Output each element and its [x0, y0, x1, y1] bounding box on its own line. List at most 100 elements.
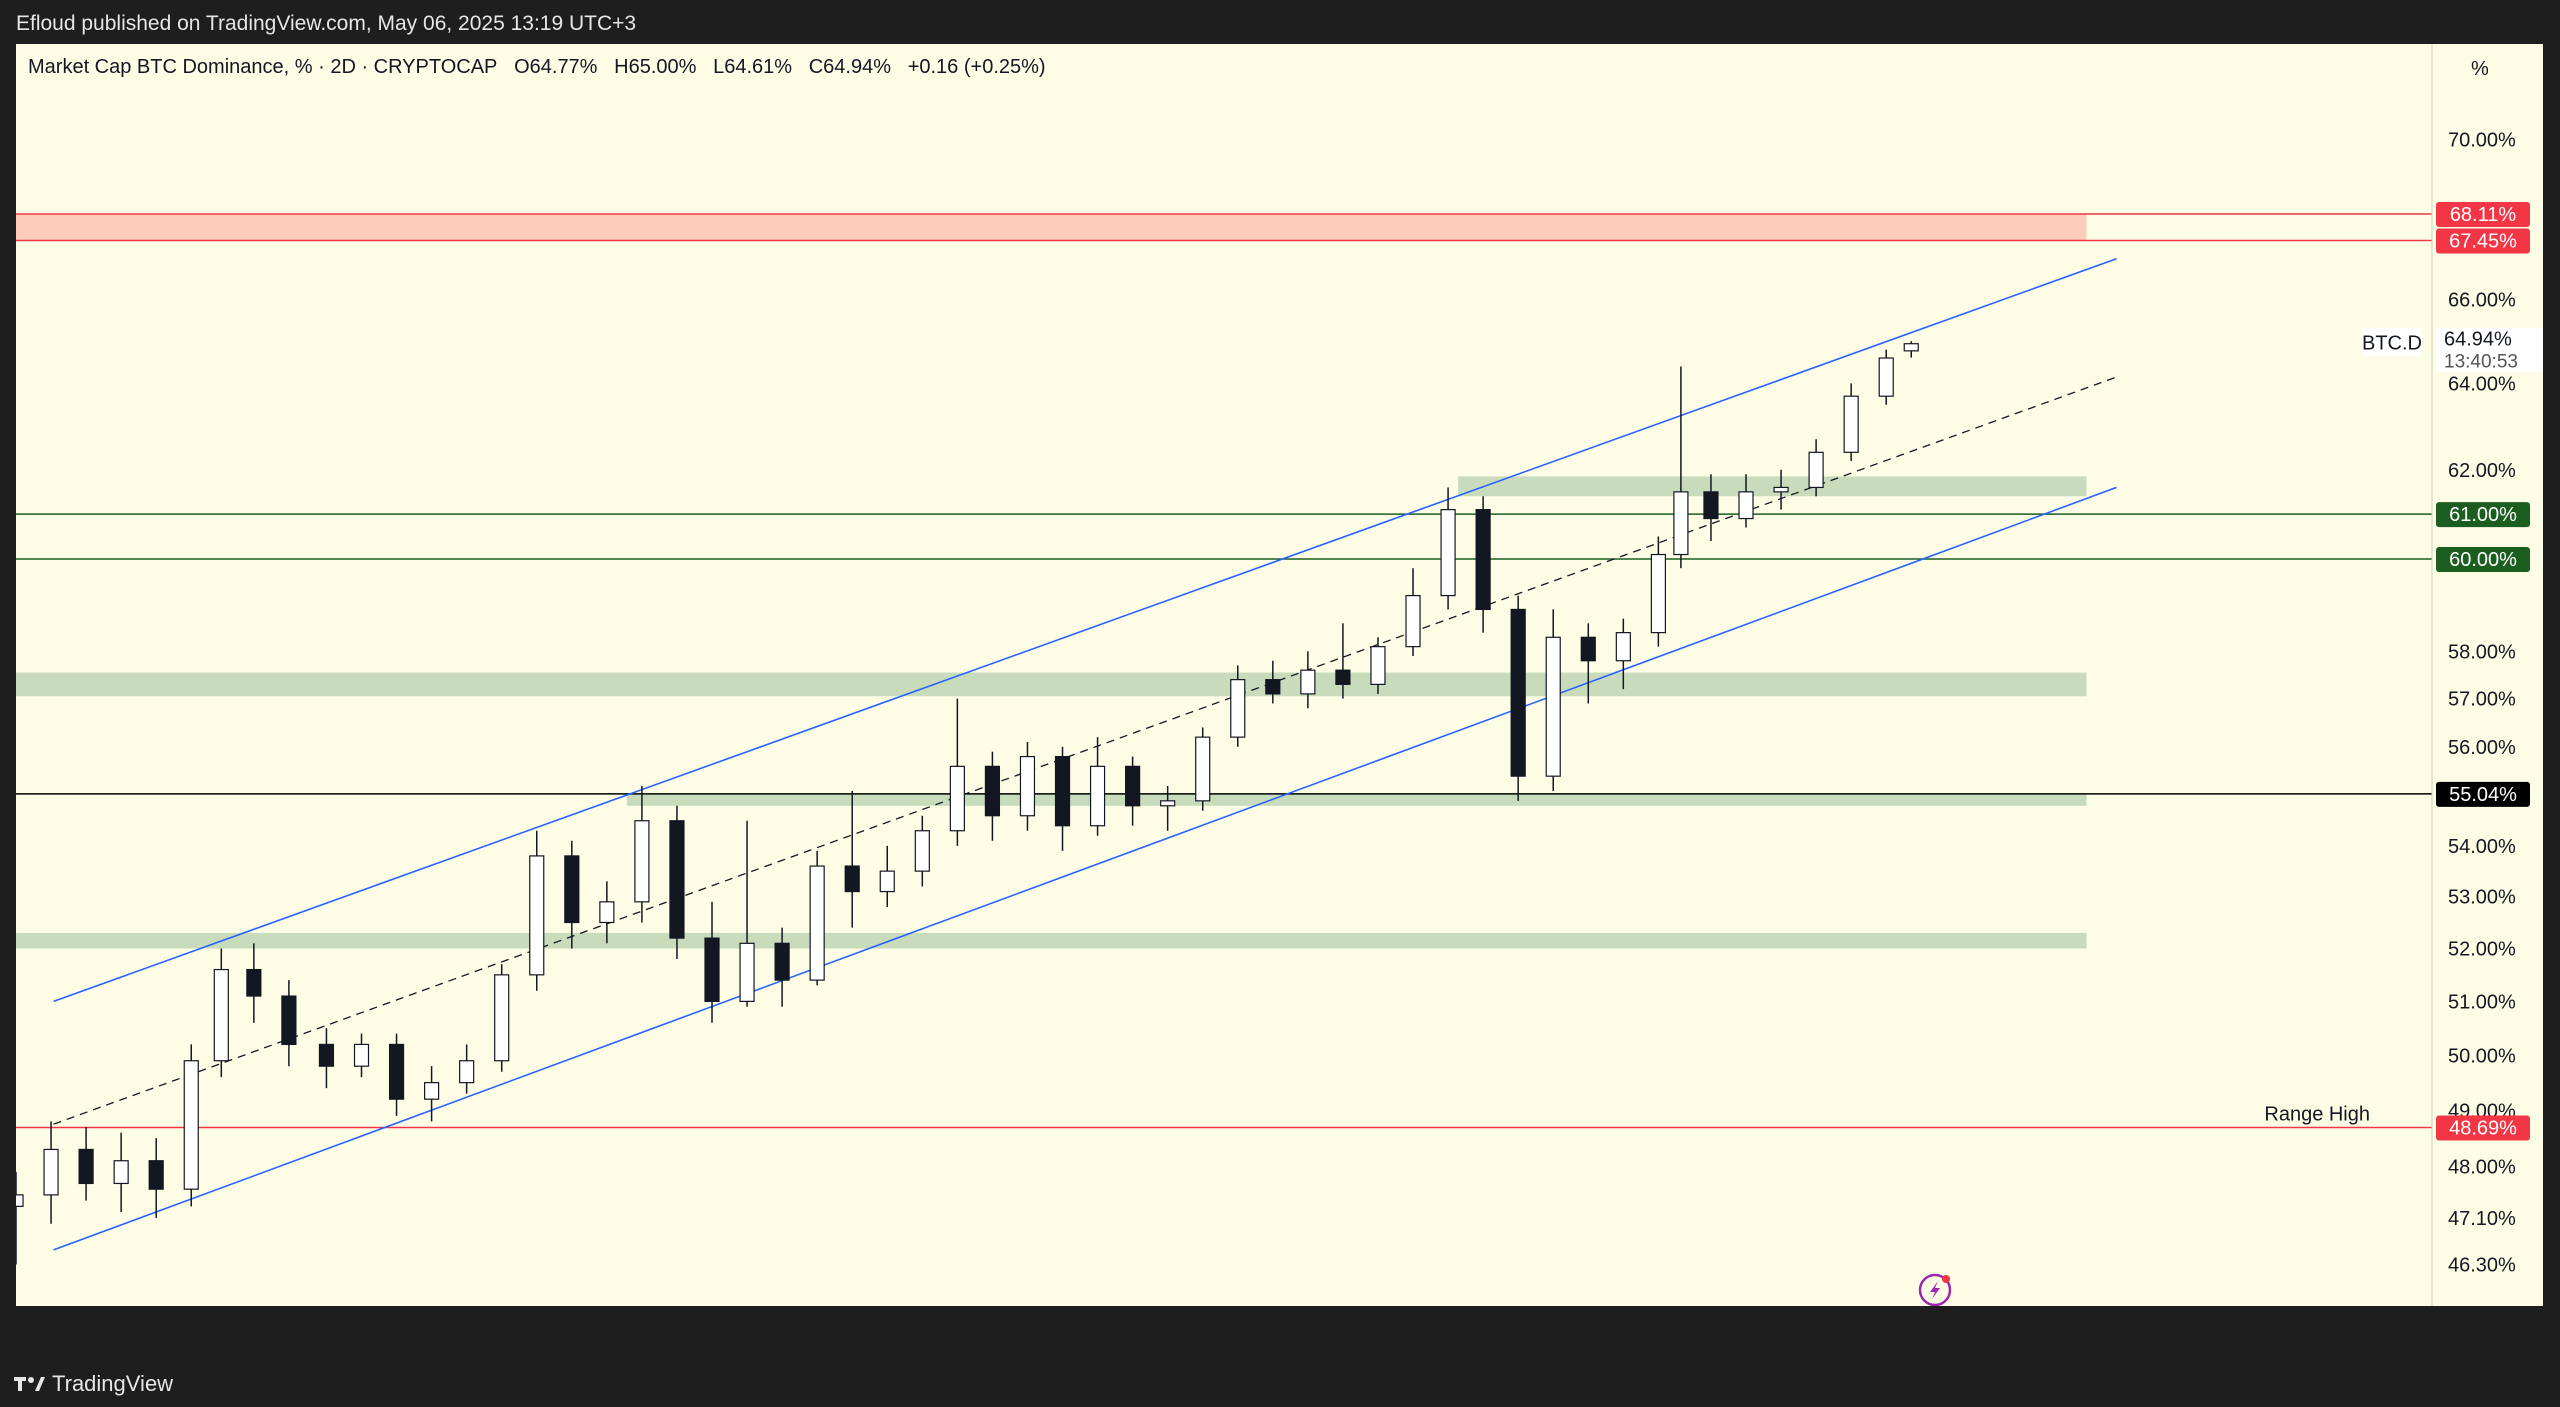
symbol-tag: BTC.D — [2362, 333, 2422, 355]
candle[interactable] — [43, 1121, 59, 1224]
price-tick-label: 66.00% — [2448, 290, 2516, 312]
candle-body — [1738, 491, 1754, 520]
candle-body — [1265, 679, 1281, 695]
candle[interactable] — [1738, 474, 1754, 528]
candle[interactable] — [113, 1132, 129, 1213]
candle[interactable] — [1808, 439, 1824, 497]
candle[interactable] — [1903, 341, 1919, 358]
candle[interactable] — [1335, 623, 1351, 699]
candle-body — [1580, 636, 1596, 662]
candle[interactable] — [774, 927, 790, 1007]
candle[interactable] — [1545, 609, 1561, 791]
level-tag-text: 60.00% — [2449, 549, 2517, 571]
candle[interactable] — [1843, 383, 1859, 462]
price-tick-label: 51.00% — [2448, 991, 2516, 1013]
candle[interactable] — [1510, 595, 1526, 801]
candle[interactable] — [1370, 637, 1386, 694]
candle-body — [949, 765, 965, 832]
candle[interactable] — [634, 786, 650, 923]
level-price-tag: 61.00% — [2436, 502, 2530, 528]
candle[interactable] — [1440, 487, 1456, 610]
symbol-title[interactable]: Market Cap BTC Dominance, % · 2D · CRYPT… — [28, 56, 498, 78]
candle[interactable] — [281, 980, 297, 1067]
candle[interactable] — [459, 1044, 475, 1094]
candle-body — [213, 968, 229, 1062]
candle[interactable] — [16, 1172, 24, 1265]
candle-body — [1703, 491, 1719, 520]
candle[interactable] — [739, 820, 755, 1007]
level-tag-bg — [2436, 781, 2530, 807]
lightning-icon[interactable] — [1918, 1273, 1952, 1306]
candle[interactable] — [1019, 741, 1036, 831]
candle[interactable] — [1125, 756, 1141, 826]
publish-bar: Efloud published on TradingView.com, May… — [0, 0, 2560, 44]
candle[interactable] — [1089, 737, 1106, 836]
price-scale-bg[interactable] — [2432, 44, 2543, 1306]
candles-layer[interactable] — [16, 341, 1919, 1265]
candle-body — [1089, 765, 1106, 827]
candle[interactable] — [1405, 568, 1421, 657]
candle[interactable] — [949, 698, 965, 846]
candle-body — [1019, 755, 1036, 817]
candle[interactable] — [213, 948, 229, 1078]
candle[interactable] — [78, 1126, 94, 1201]
price-tags: 68.11% 67.45% 61.00% 60.00% 55.04% 48.69% Rang… — [2264, 202, 2543, 1141]
symbol-legend[interactable]: Market Cap BTC Dominance, % · 2D · CRYPT… — [28, 56, 1046, 79]
candle[interactable] — [388, 1033, 405, 1116]
candle[interactable] — [809, 850, 825, 986]
candle-body — [599, 901, 615, 924]
candle-body — [78, 1148, 94, 1185]
candle[interactable] — [564, 840, 580, 949]
candle-body — [281, 995, 297, 1046]
candle[interactable] — [1580, 623, 1596, 704]
ohlc-high: H65.00% — [614, 56, 697, 78]
candle-body — [564, 855, 580, 924]
candle[interactable] — [183, 1044, 199, 1207]
price-tick-label: 64.00% — [2448, 373, 2516, 395]
candle-body — [634, 820, 650, 903]
candle[interactable] — [1265, 660, 1281, 704]
candle-body — [1903, 343, 1919, 352]
candle[interactable] — [529, 830, 545, 991]
support-zone — [1458, 476, 2087, 497]
candle[interactable] — [844, 790, 860, 928]
candle[interactable] — [879, 845, 895, 907]
candle[interactable] — [1703, 474, 1719, 541]
candle[interactable] — [1878, 349, 1894, 405]
candle[interactable] — [424, 1066, 440, 1122]
candle[interactable] — [1773, 469, 1789, 510]
candle[interactable] — [984, 751, 1001, 841]
candle[interactable] — [1300, 651, 1316, 709]
level-tag-bg — [2436, 228, 2530, 254]
level-tag-text: 68.11% — [2450, 204, 2517, 226]
scale-unit-button[interactable]: % — [2471, 58, 2489, 80]
candle[interactable] — [1475, 496, 1491, 633]
candle[interactable] — [1160, 786, 1176, 831]
candle[interactable] — [599, 881, 615, 944]
candle[interactable] — [704, 901, 720, 1023]
chart-frame[interactable]: 70.00% 66.00% 64.00% 62.00% 58.00% 57.00% 56.0… — [16, 44, 2543, 1306]
chart-canvas[interactable]: 70.00% 66.00% 64.00% 62.00% 58.00% 57.00% 56.0… — [16, 44, 2543, 1306]
candle[interactable] — [318, 1028, 335, 1089]
candle[interactable] — [914, 815, 930, 887]
symbol-tag-bg — [2362, 327, 2422, 356]
level-price-tag: 55.04% — [2436, 781, 2530, 807]
price-scale[interactable]: 70.00% 66.00% 64.00% 62.00% 58.00% 57.00% 56.0… — [2448, 130, 2516, 1277]
candle[interactable] — [353, 1033, 370, 1078]
candle[interactable] — [1054, 746, 1071, 851]
candle[interactable] — [1673, 366, 1689, 569]
candle[interactable] — [1195, 727, 1211, 811]
ohlc-close: C64.94% — [808, 56, 892, 78]
support-zone — [16, 932, 2087, 949]
candle[interactable] — [669, 805, 685, 960]
candle-body — [148, 1160, 164, 1190]
candle[interactable] — [494, 964, 510, 1072]
tradingview-logo-icon — [14, 1377, 45, 1391]
candle[interactable] — [246, 943, 262, 1023]
level-price-tag: 60.00% — [2436, 547, 2530, 573]
candle[interactable] — [1650, 536, 1666, 647]
candle[interactable] — [148, 1138, 164, 1218]
candle[interactable] — [1615, 618, 1631, 690]
candle[interactable] — [1230, 665, 1246, 747]
candle-body — [1650, 553, 1666, 634]
